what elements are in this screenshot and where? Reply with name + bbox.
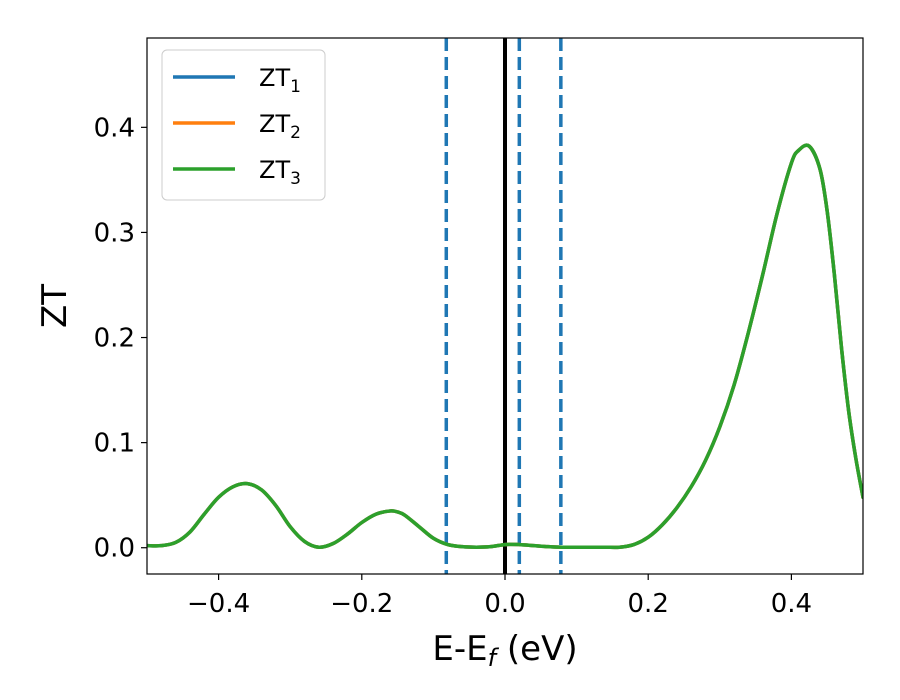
y-tick-label: 0.0: [94, 534, 135, 564]
x-axis-label-units: (eV): [496, 629, 578, 669]
y-tick-label: 0.1: [94, 429, 135, 459]
vertical-reference-lines: [444, 38, 563, 574]
x-axis-label: E-Ef (eV): [432, 629, 577, 672]
legend-label-zt3: ZT3: [259, 156, 301, 189]
x-tick-label: 0.4: [771, 589, 812, 619]
y-tick-label: 0.3: [94, 218, 135, 248]
legend-label-zt1: ZT1: [259, 64, 301, 97]
x-tick-label: 0.0: [484, 589, 525, 619]
legend-label-zt2: ZT2: [259, 110, 301, 143]
x-axis-ticks: −0.4 −0.2 0.0 0.2 0.4: [187, 574, 812, 619]
x-tick-label: −0.2: [330, 589, 393, 619]
series-line-zt3: [147, 143, 863, 550]
y-axis-label: ZT: [35, 284, 75, 328]
y-axis-ticks: 0.0 0.1 0.2 0.3 0.4: [94, 113, 147, 564]
y-tick-label: 0.4: [94, 113, 135, 143]
series-lines: [147, 143, 863, 550]
x-tick-label: 0.2: [628, 589, 669, 619]
y-tick-label: 0.2: [94, 324, 135, 354]
legend: ZT1 ZT2 ZT3: [161, 49, 326, 201]
x-tick-label: −0.4: [187, 589, 250, 619]
legend-box: [161, 49, 326, 201]
